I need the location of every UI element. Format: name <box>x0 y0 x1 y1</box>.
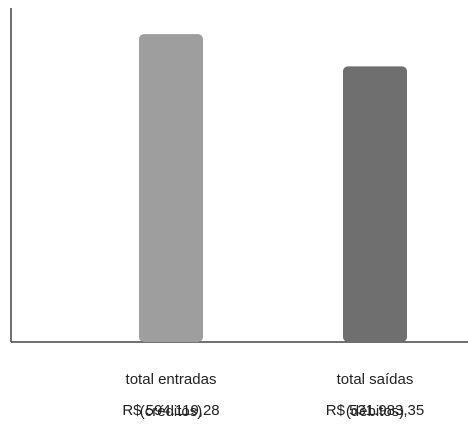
bar-saidas <box>343 66 407 342</box>
category-label-entradas-line2: (créditos) <box>139 403 203 420</box>
category-label-entradas: total entradas (créditos) <box>96 356 246 436</box>
category-label-saidas-line2: (débitos) <box>345 403 405 420</box>
chart-canvas <box>10 8 468 343</box>
category-label-entradas-line1: total entradas <box>125 371 217 388</box>
value-label-saidas: R$ 531.983,35 <box>325 402 425 419</box>
category-label-saidas: total saídas (débitos) <box>300 356 450 436</box>
bar-chart: total entradas (créditos) R$ 594.119,28 … <box>10 8 468 420</box>
bar-entradas <box>139 34 203 343</box>
bars-group <box>139 34 407 343</box>
value-label-entradas: R$ 594.119,28 <box>122 402 220 419</box>
category-label-saidas-line1: total saídas <box>336 371 414 388</box>
